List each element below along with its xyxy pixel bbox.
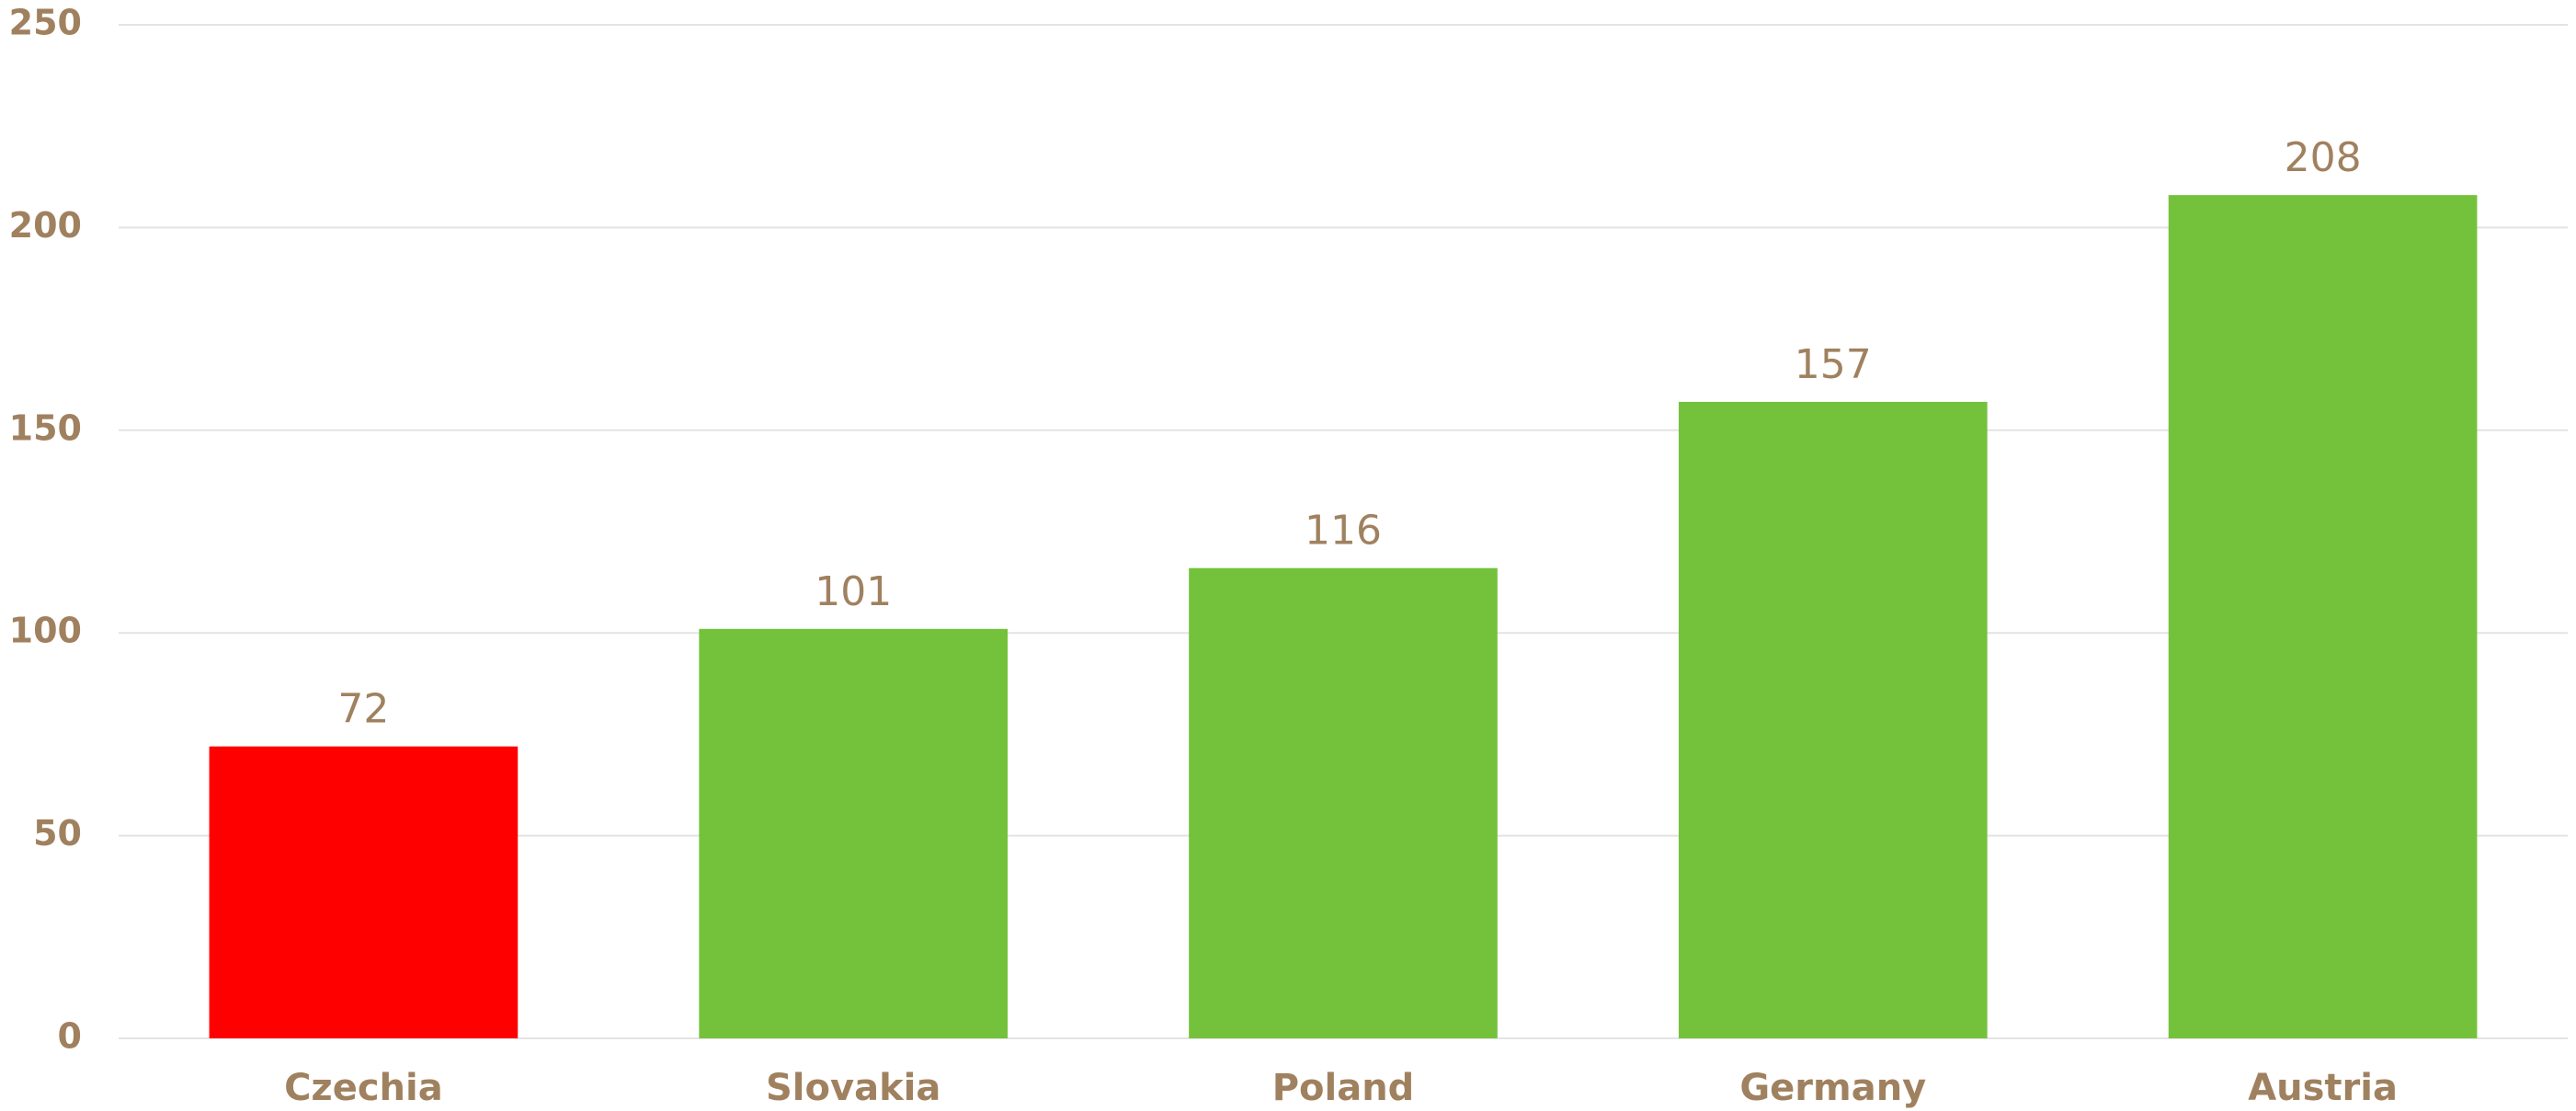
y-tick-label: 50 bbox=[33, 813, 82, 853]
bar bbox=[699, 628, 1009, 1038]
data-label: 116 bbox=[1305, 508, 1382, 555]
y-tick-label: 200 bbox=[9, 205, 82, 246]
bar bbox=[1189, 567, 1498, 1038]
x-tick-label: Czechia bbox=[284, 1067, 443, 1109]
x-tick-label: Poland bbox=[1272, 1067, 1415, 1109]
y-tick-label: 150 bbox=[9, 407, 82, 448]
x-tick-label: Germany bbox=[1739, 1067, 1926, 1109]
data-label: 157 bbox=[1795, 341, 1872, 388]
bar bbox=[2168, 195, 2478, 1039]
x-tick-label: Austria bbox=[2248, 1067, 2398, 1109]
y-tick-label: 100 bbox=[9, 611, 82, 651]
data-label: 208 bbox=[2285, 134, 2362, 181]
y-tick-label: 250 bbox=[9, 3, 82, 43]
y-tick-label: 0 bbox=[58, 1016, 82, 1057]
data-label: 101 bbox=[815, 568, 892, 615]
x-tick-label: Slovakia bbox=[766, 1067, 940, 1109]
bar bbox=[209, 746, 519, 1038]
bar bbox=[1678, 401, 1988, 1039]
data-label: 72 bbox=[337, 686, 389, 733]
